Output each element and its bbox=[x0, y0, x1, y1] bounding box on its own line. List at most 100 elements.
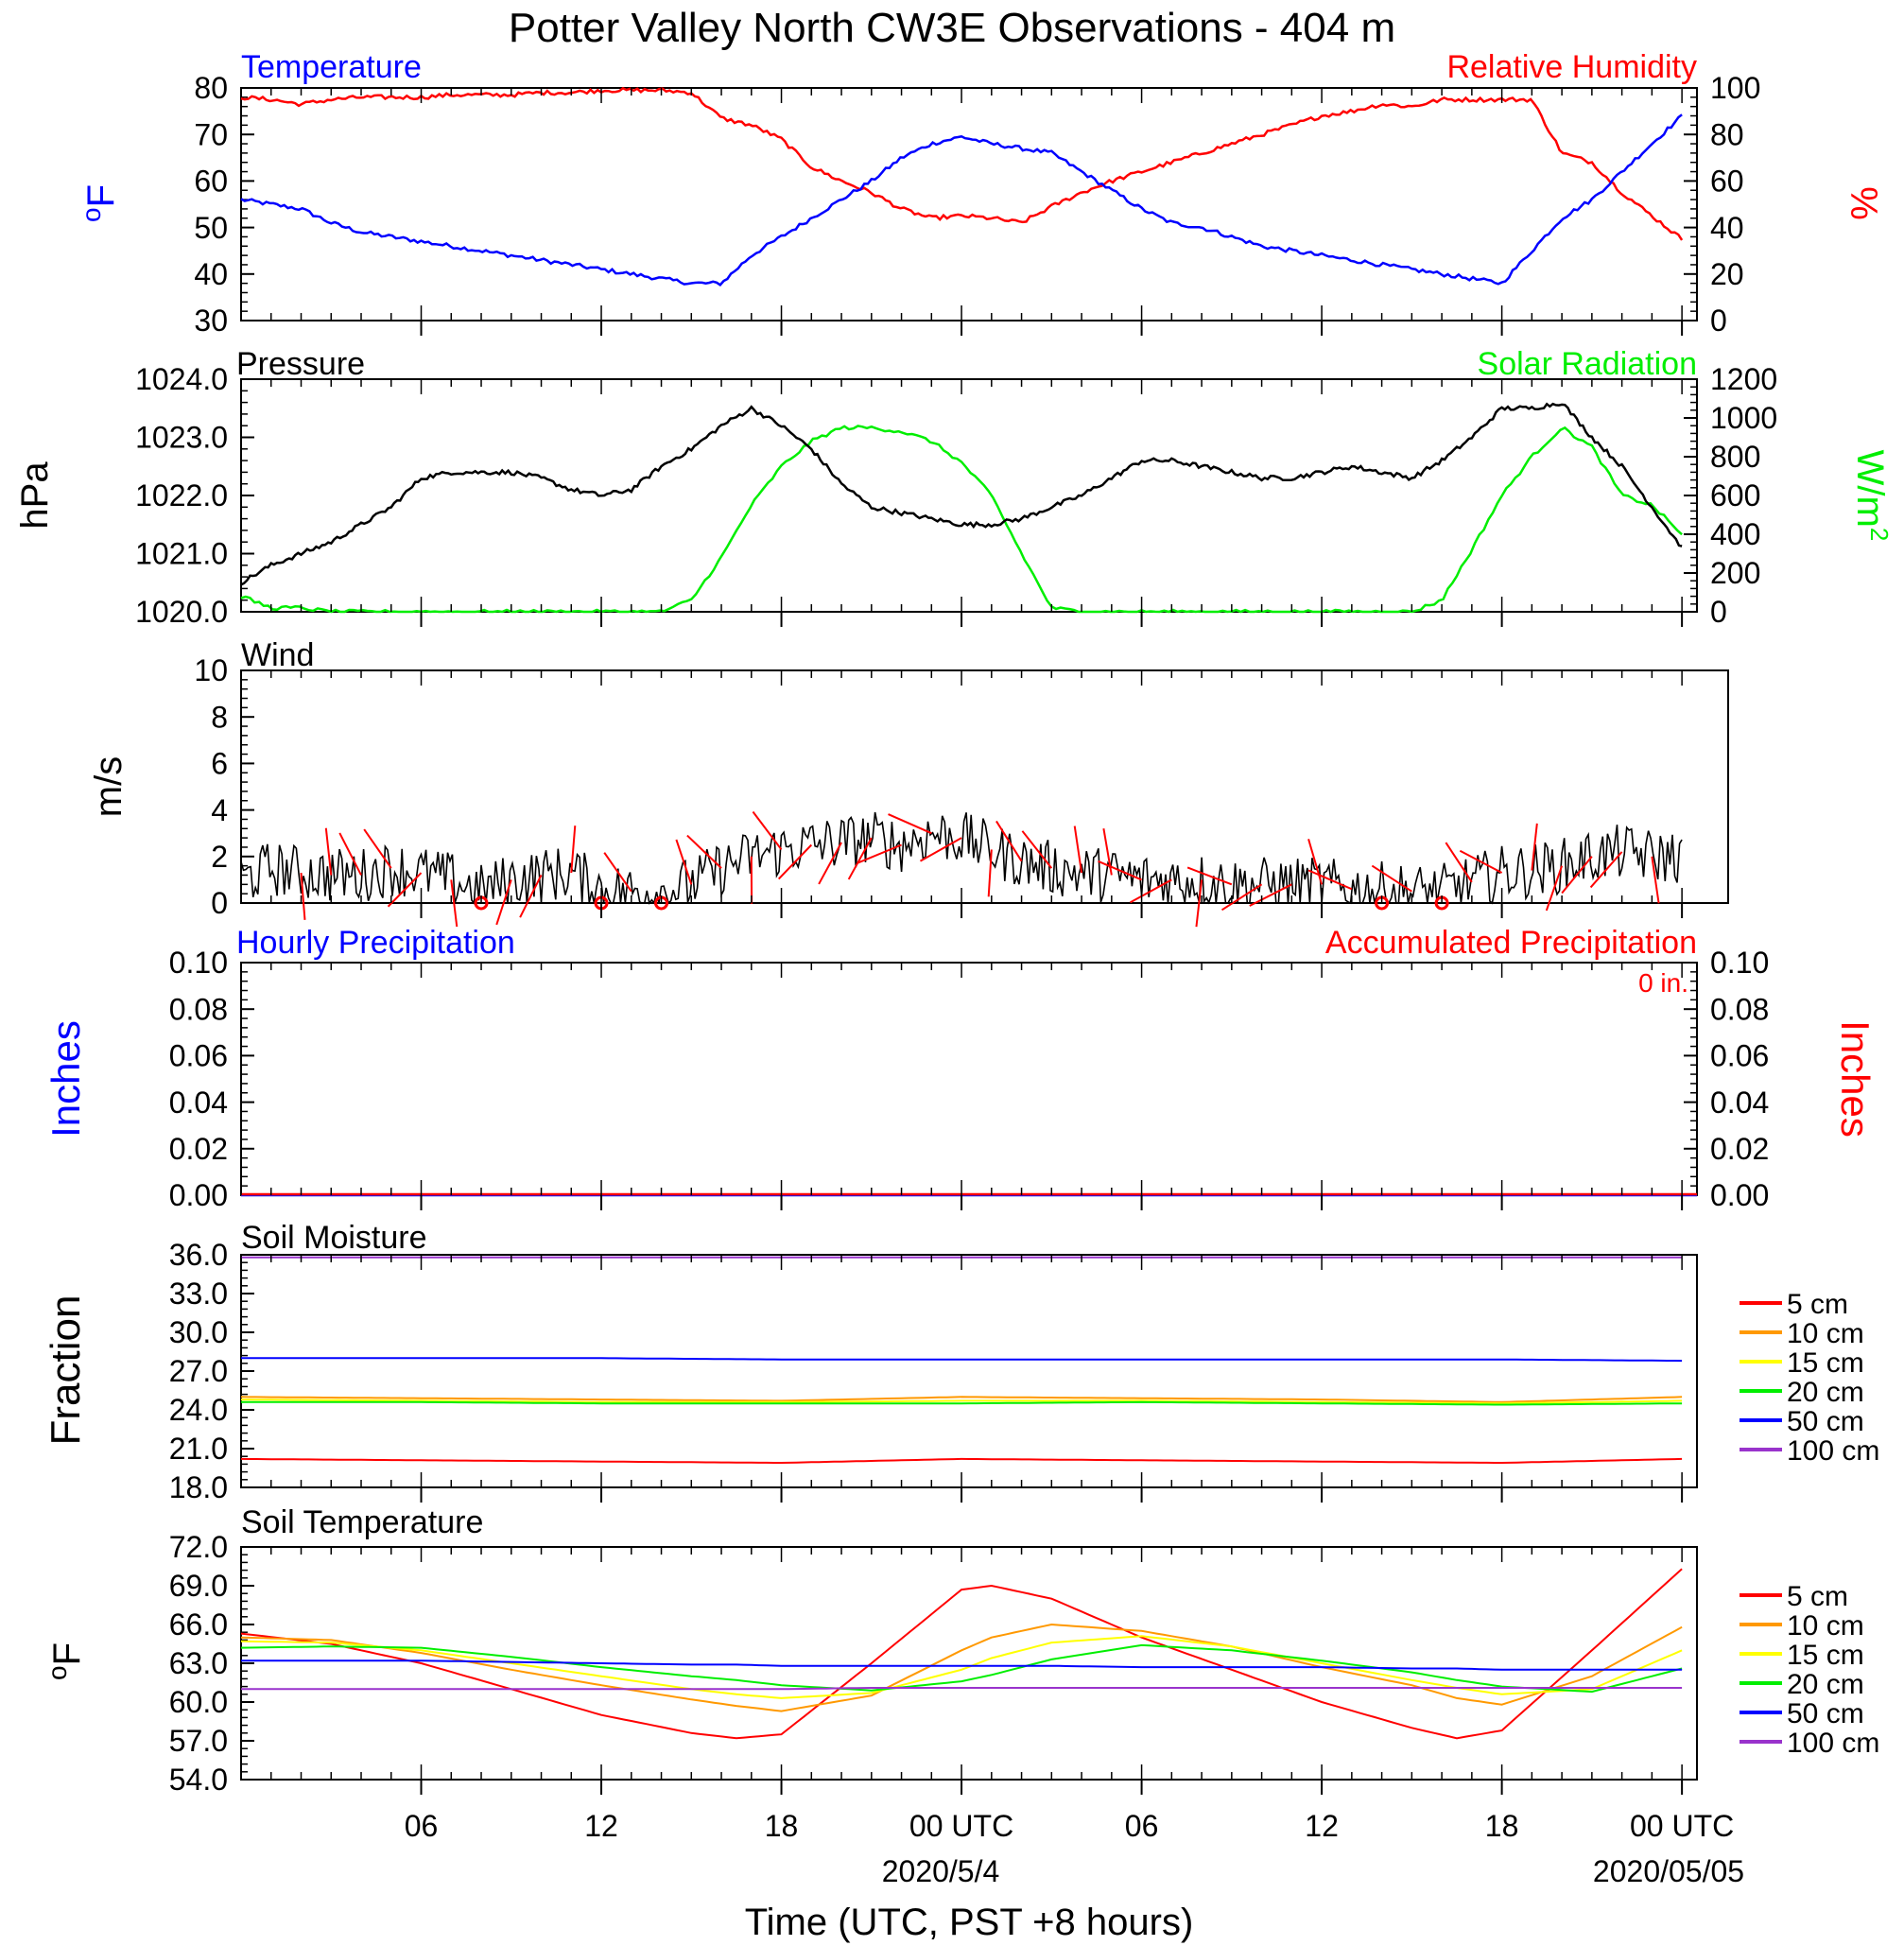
x-tick-label: 12 bbox=[1305, 1809, 1339, 1843]
left-tick-label: 0.02 bbox=[169, 1132, 228, 1166]
right-tick-label: 0.04 bbox=[1710, 1086, 1769, 1120]
time-axis-labels: 06 12 18 00 UTC 06 12 18 00 UTC bbox=[405, 1809, 1735, 1843]
right-tick-label: 20 bbox=[1710, 257, 1744, 291]
x-axis-title: Time (UTC, PST +8 hours) bbox=[745, 1902, 1194, 1943]
left-tick-label: 8 bbox=[211, 700, 228, 734]
series-line-20cm bbox=[240, 1643, 1683, 1694]
accum-precip-axis-ticks: 0.10 0.08 0.06 0.04 0.02 0.00 bbox=[1684, 946, 1769, 1212]
left-tick-label: 40 bbox=[194, 257, 228, 291]
x-tick-label: 12 bbox=[584, 1809, 618, 1843]
wind-barb bbox=[1130, 878, 1172, 904]
left-tick-label: 0.00 bbox=[169, 1178, 228, 1212]
left-tick-label: 0.08 bbox=[169, 992, 228, 1026]
time-axis-ticks bbox=[240, 88, 1684, 1795]
right-tick-label: 600 bbox=[1710, 478, 1760, 513]
pressure-unit: hPa bbox=[14, 461, 56, 530]
wind-barb bbox=[1249, 883, 1292, 907]
wind-barb bbox=[1651, 856, 1660, 904]
wind-barb bbox=[495, 879, 512, 926]
temperature-unit: oF bbox=[77, 184, 122, 222]
pressure-axis-ticks: 1024.0 1023.0 1022.0 1021.0 1020.0 bbox=[135, 362, 254, 629]
right-tick-label: 400 bbox=[1710, 517, 1760, 551]
legend-label: 100 cm bbox=[1787, 1728, 1879, 1759]
left-tick-label: 21.0 bbox=[169, 1432, 228, 1466]
right-tick-label: 0 bbox=[1710, 304, 1727, 338]
humidity-axis-ticks: 100 80 60 40 20 0 bbox=[1684, 71, 1760, 338]
pressure-panel-frame bbox=[240, 378, 1698, 613]
left-tick-label: 1020.0 bbox=[135, 595, 228, 629]
left-tick-label: 1023.0 bbox=[135, 421, 228, 455]
soil-moisture-lines bbox=[240, 1256, 1683, 1464]
legend-label: 15 cm bbox=[1787, 1640, 1864, 1671]
wind-barb bbox=[1195, 879, 1203, 928]
right-tick-label: 0.00 bbox=[1710, 1178, 1769, 1212]
wind-barb bbox=[387, 872, 423, 908]
soil-temp-title: Soil Temperature bbox=[241, 1504, 483, 1540]
left-tick-label: 80 bbox=[194, 71, 228, 105]
wind-barb bbox=[1561, 856, 1593, 895]
wind-barb bbox=[450, 879, 459, 928]
hourly-precip-title: Hourly Precipitation bbox=[236, 925, 515, 961]
fahrenheit-letter: F bbox=[80, 184, 122, 207]
temperature-axis-ticks: 80 70 60 50 40 30 bbox=[194, 71, 254, 338]
legend-label: 15 cm bbox=[1787, 1347, 1864, 1379]
right-tick-label: 100 bbox=[1710, 71, 1760, 105]
pressure-line bbox=[240, 402, 1683, 586]
legend-label: 100 cm bbox=[1787, 1435, 1879, 1467]
series-line-15cm bbox=[241, 1399, 1683, 1405]
wind-barb bbox=[1459, 849, 1503, 874]
left-tick-label: 69.0 bbox=[169, 1569, 228, 1603]
left-tick-label: 33.0 bbox=[169, 1277, 228, 1311]
temperature-panel-frame bbox=[240, 87, 1698, 321]
left-tick-label: 30 bbox=[194, 304, 228, 338]
wind-barb bbox=[777, 843, 813, 880]
wind-speed-line bbox=[240, 811, 1683, 906]
left-tick-label: 6 bbox=[211, 747, 228, 781]
wind-barb bbox=[519, 875, 543, 918]
left-tick-label: 70 bbox=[194, 117, 228, 151]
wind-barbs bbox=[300, 810, 1660, 928]
wind-barb bbox=[1371, 864, 1412, 893]
relative-humidity-line bbox=[240, 86, 1684, 241]
left-tick-label: 1022.0 bbox=[135, 478, 228, 513]
soil-moisture-unit: Fraction bbox=[43, 1295, 89, 1446]
wind-barb bbox=[1073, 825, 1083, 874]
right-tick-label: 0.06 bbox=[1710, 1039, 1769, 1073]
wind-barb bbox=[1021, 830, 1053, 869]
series-line-50cm bbox=[241, 1357, 1683, 1363]
wind-barb bbox=[675, 839, 693, 885]
right-tick-label: 0.08 bbox=[1710, 992, 1769, 1026]
right-tick-label: 0.02 bbox=[1710, 1132, 1769, 1166]
wind-barb bbox=[1098, 860, 1142, 881]
right-tick-label: 0.10 bbox=[1710, 946, 1769, 980]
solar-unit: W/m2 bbox=[1849, 450, 1894, 542]
wind-barb bbox=[363, 828, 392, 869]
legend-label: 50 cm bbox=[1787, 1698, 1864, 1729]
wind-barb bbox=[1186, 866, 1233, 886]
legend-label: 20 cm bbox=[1787, 1669, 1864, 1700]
wind-barb bbox=[752, 810, 783, 851]
left-tick-label: 50 bbox=[194, 211, 228, 245]
legend-label: 5 cm bbox=[1787, 1581, 1848, 1612]
soil-temp-panel-frame bbox=[240, 1546, 1698, 1781]
left-tick-label: 2 bbox=[211, 840, 228, 874]
accum-precip-unit: Inches bbox=[1833, 1020, 1878, 1138]
legend-label: 50 cm bbox=[1787, 1406, 1864, 1437]
left-tick-label: 1024.0 bbox=[135, 362, 228, 396]
wind-barb bbox=[300, 872, 306, 920]
left-tick-label: 63.0 bbox=[169, 1646, 228, 1680]
wind-barb bbox=[888, 813, 932, 835]
left-tick-label: 10 bbox=[194, 653, 228, 687]
wind-barb bbox=[686, 834, 722, 869]
left-tick-label: 4 bbox=[211, 793, 228, 827]
temperature-line bbox=[240, 113, 1683, 287]
left-tick-label: 60.0 bbox=[169, 1685, 228, 1719]
wind-axis-ticks: 10 8 6 4 2 0 bbox=[194, 653, 254, 920]
wind-unit: m/s bbox=[88, 756, 130, 817]
soil-fahrenheit-letter: F bbox=[46, 1642, 88, 1665]
left-tick-label: 0.04 bbox=[169, 1086, 228, 1120]
wind-barb bbox=[818, 842, 842, 885]
